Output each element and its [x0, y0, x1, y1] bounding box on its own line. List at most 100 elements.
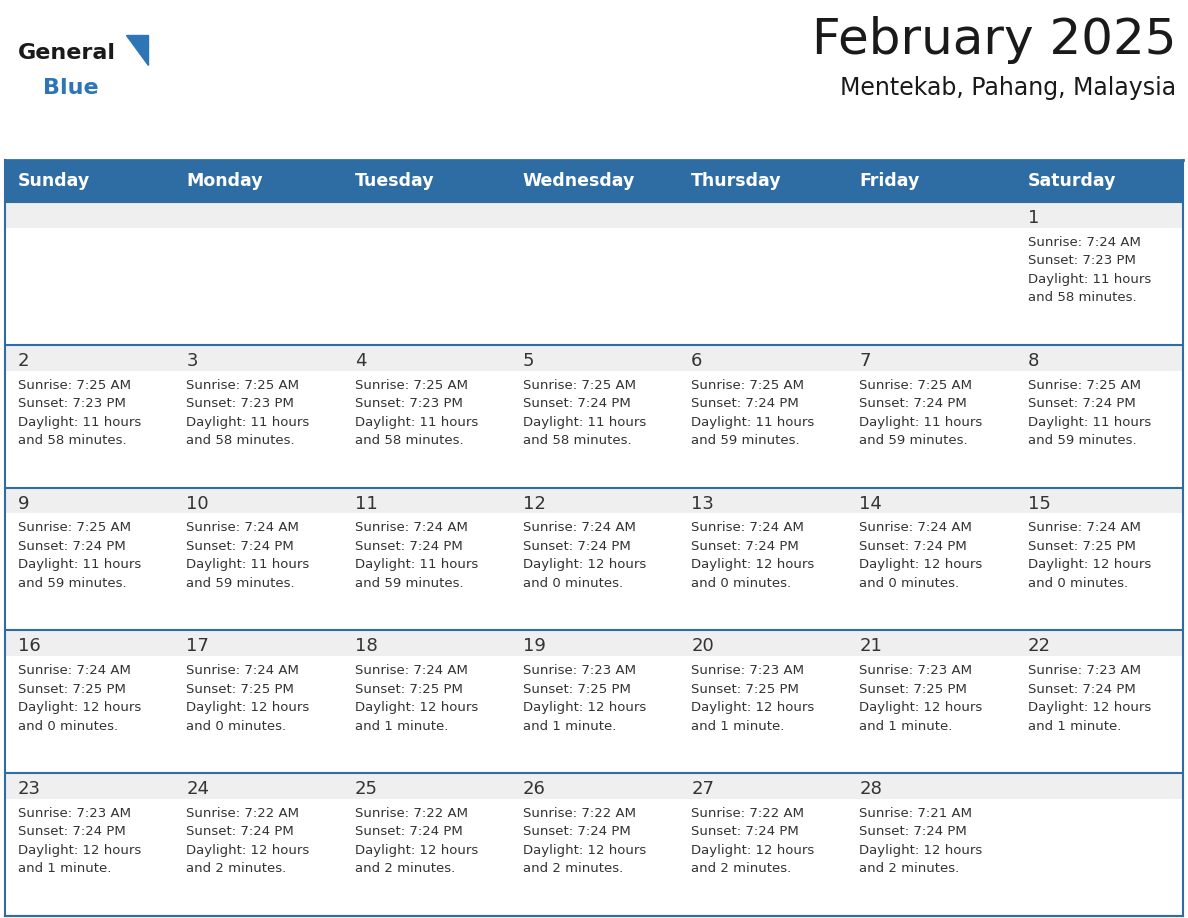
- Text: Sunset: 7:24 PM: Sunset: 7:24 PM: [187, 825, 295, 838]
- Text: Sunset: 7:23 PM: Sunset: 7:23 PM: [18, 397, 126, 410]
- Bar: [5, 631, 173, 773]
- Text: and 0 minutes.: and 0 minutes.: [523, 577, 623, 589]
- Text: and 59 minutes.: and 59 minutes.: [691, 434, 800, 447]
- Bar: [5, 773, 173, 916]
- Bar: [1015, 773, 1183, 916]
- Text: 22: 22: [1028, 637, 1050, 655]
- Text: Daylight: 11 hours: Daylight: 11 hours: [18, 416, 141, 429]
- Text: Sunset: 7:25 PM: Sunset: 7:25 PM: [1028, 540, 1136, 553]
- Text: and 58 minutes.: and 58 minutes.: [187, 434, 295, 447]
- Bar: [173, 487, 342, 631]
- Bar: [342, 160, 510, 202]
- Text: 16: 16: [18, 637, 40, 655]
- Text: Sunset: 7:24 PM: Sunset: 7:24 PM: [691, 825, 798, 838]
- Bar: [1015, 345, 1183, 487]
- Bar: [678, 631, 846, 656]
- Text: 20: 20: [691, 637, 714, 655]
- Bar: [846, 631, 1015, 773]
- Text: Sunrise: 7:21 AM: Sunrise: 7:21 AM: [859, 807, 973, 820]
- Text: Daylight: 12 hours: Daylight: 12 hours: [859, 844, 982, 856]
- Bar: [173, 202, 342, 228]
- Text: and 59 minutes.: and 59 minutes.: [354, 577, 463, 589]
- Bar: [510, 160, 678, 202]
- Text: 14: 14: [859, 495, 883, 512]
- Bar: [173, 773, 342, 916]
- Bar: [510, 487, 678, 631]
- Text: Daylight: 12 hours: Daylight: 12 hours: [523, 558, 646, 571]
- Bar: [510, 345, 678, 487]
- Bar: [846, 345, 1015, 487]
- Bar: [678, 487, 846, 513]
- Bar: [678, 202, 846, 345]
- Text: Sunset: 7:24 PM: Sunset: 7:24 PM: [691, 397, 798, 410]
- Text: Sunset: 7:24 PM: Sunset: 7:24 PM: [1028, 397, 1136, 410]
- Text: Sunrise: 7:24 AM: Sunrise: 7:24 AM: [1028, 236, 1140, 249]
- Text: Daylight: 12 hours: Daylight: 12 hours: [859, 558, 982, 571]
- Text: Daylight: 12 hours: Daylight: 12 hours: [1028, 701, 1151, 714]
- Bar: [678, 202, 846, 228]
- Bar: [510, 345, 678, 371]
- Text: 8: 8: [1028, 352, 1040, 370]
- Text: Daylight: 12 hours: Daylight: 12 hours: [691, 844, 815, 856]
- Text: Sunset: 7:24 PM: Sunset: 7:24 PM: [859, 825, 967, 838]
- Bar: [1015, 202, 1183, 345]
- Text: and 1 minute.: and 1 minute.: [523, 720, 617, 733]
- Text: Mentekab, Pahang, Malaysia: Mentekab, Pahang, Malaysia: [840, 76, 1176, 100]
- Text: Sunrise: 7:25 AM: Sunrise: 7:25 AM: [18, 521, 131, 534]
- Bar: [342, 345, 510, 487]
- Text: 3: 3: [187, 352, 197, 370]
- Text: 13: 13: [691, 495, 714, 512]
- Text: Daylight: 12 hours: Daylight: 12 hours: [18, 701, 141, 714]
- Text: Sunrise: 7:24 AM: Sunrise: 7:24 AM: [18, 664, 131, 677]
- Text: and 0 minutes.: and 0 minutes.: [18, 720, 118, 733]
- Text: Daylight: 12 hours: Daylight: 12 hours: [1028, 558, 1151, 571]
- Text: 25: 25: [354, 780, 378, 798]
- Text: and 59 minutes.: and 59 minutes.: [187, 577, 295, 589]
- Text: and 58 minutes.: and 58 minutes.: [18, 434, 127, 447]
- Text: Sunrise: 7:24 AM: Sunrise: 7:24 AM: [1028, 521, 1140, 534]
- Bar: [342, 631, 510, 656]
- Bar: [510, 487, 678, 513]
- Text: and 59 minutes.: and 59 minutes.: [1028, 434, 1137, 447]
- Bar: [173, 345, 342, 371]
- Text: Sunset: 7:24 PM: Sunset: 7:24 PM: [859, 397, 967, 410]
- Text: 5: 5: [523, 352, 535, 370]
- Text: 21: 21: [859, 637, 883, 655]
- Text: Daylight: 11 hours: Daylight: 11 hours: [859, 416, 982, 429]
- Bar: [846, 631, 1015, 656]
- Bar: [173, 202, 342, 345]
- Text: Sunset: 7:24 PM: Sunset: 7:24 PM: [859, 540, 967, 553]
- Bar: [5, 487, 173, 513]
- Bar: [1015, 631, 1183, 773]
- Bar: [173, 773, 342, 799]
- Bar: [342, 773, 510, 799]
- Text: Daylight: 11 hours: Daylight: 11 hours: [187, 558, 310, 571]
- Text: 1: 1: [1028, 209, 1040, 227]
- Bar: [1015, 631, 1183, 656]
- Text: Daylight: 11 hours: Daylight: 11 hours: [354, 558, 478, 571]
- Text: Saturday: Saturday: [1028, 172, 1117, 190]
- Bar: [1015, 160, 1183, 202]
- Text: 24: 24: [187, 780, 209, 798]
- Bar: [342, 487, 510, 631]
- Text: Sunset: 7:24 PM: Sunset: 7:24 PM: [18, 540, 126, 553]
- Bar: [846, 487, 1015, 631]
- Text: and 2 minutes.: and 2 minutes.: [187, 862, 286, 876]
- Text: Daylight: 12 hours: Daylight: 12 hours: [523, 701, 646, 714]
- Bar: [5, 202, 173, 228]
- Text: Sunset: 7:23 PM: Sunset: 7:23 PM: [187, 397, 295, 410]
- Text: 6: 6: [691, 352, 702, 370]
- Text: Sunset: 7:24 PM: Sunset: 7:24 PM: [187, 540, 295, 553]
- Text: Sunrise: 7:24 AM: Sunrise: 7:24 AM: [523, 521, 636, 534]
- Bar: [510, 631, 678, 773]
- Text: and 1 minute.: and 1 minute.: [859, 720, 953, 733]
- Text: and 0 minutes.: and 0 minutes.: [187, 720, 286, 733]
- Text: Daylight: 12 hours: Daylight: 12 hours: [859, 701, 982, 714]
- Text: Daylight: 11 hours: Daylight: 11 hours: [354, 416, 478, 429]
- Text: Daylight: 12 hours: Daylight: 12 hours: [354, 701, 478, 714]
- Text: 11: 11: [354, 495, 378, 512]
- Polygon shape: [126, 35, 148, 65]
- Text: 15: 15: [1028, 495, 1050, 512]
- Bar: [510, 631, 678, 656]
- Text: Blue: Blue: [43, 78, 99, 98]
